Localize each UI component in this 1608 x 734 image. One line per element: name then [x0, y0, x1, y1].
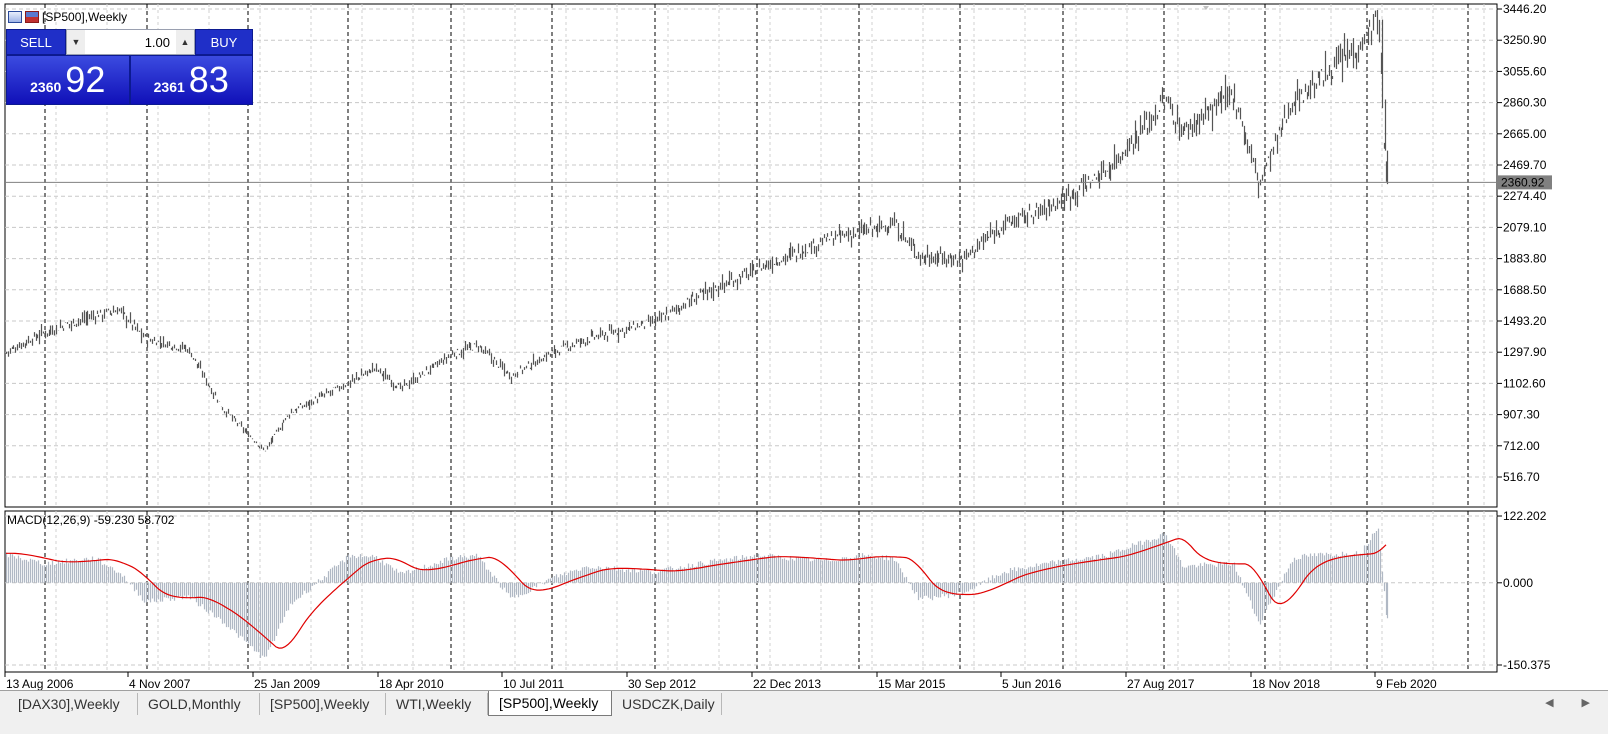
chart-tab[interactable]: [SP500],Weekly	[488, 691, 612, 716]
current-price-tag	[1498, 175, 1552, 190]
window-icon	[8, 11, 22, 23]
ask-price-pips: 83	[188, 59, 229, 100]
date-axis-label: 13 Aug 2006	[6, 677, 74, 690]
price-axis-label: 1883.80	[1503, 252, 1547, 266]
price-axis-label: 1102.60	[1503, 376, 1546, 390]
lot-size-input[interactable]	[85, 30, 176, 54]
macd-pane-frame	[4, 510, 1498, 673]
date-axis-label: 18 Apr 2010	[379, 677, 444, 690]
date-axis-label: 10 Jul 2011	[503, 677, 564, 690]
date-axis-label: 22 Dec 2013	[753, 677, 821, 690]
chart-tab[interactable]: WTI,Weekly	[386, 693, 488, 715]
date-axis-label: 25 Jan 2009	[254, 677, 320, 690]
price-axis-label: 2469.70	[1503, 158, 1547, 172]
chart-tab[interactable]: USDCZK,Daily	[612, 693, 722, 715]
price-axis-label: 2079.10	[1503, 220, 1547, 234]
price-axis-label: 2274.40	[1503, 189, 1547, 203]
bid-price-prefix: 2360	[30, 79, 62, 95]
chart-tab[interactable]: [SP500],Weekly	[260, 693, 386, 715]
scroll-left-icon[interactable]: ◀	[1545, 697, 1554, 709]
lot-decrease-arrow-icon[interactable]: ▼	[67, 30, 85, 54]
date-axis-label: 9 Feb 2020	[1376, 677, 1437, 690]
price-axis-label: 2665.00	[1503, 127, 1547, 141]
price-axis-label: 907.30	[1503, 408, 1540, 422]
lot-size-control: ▼ ▲	[66, 29, 195, 55]
bid-price-button[interactable]: 2360 92	[6, 55, 130, 105]
price-axis-label: 1297.90	[1503, 345, 1547, 359]
price-axis-label: 516.70	[1503, 470, 1540, 484]
date-axis-label: 18 Nov 2018	[1252, 677, 1320, 690]
ask-price-prefix: 2361	[153, 79, 185, 95]
bid-price-pips: 92	[65, 59, 106, 100]
chart-tab[interactable]: [DAX30],Weekly	[8, 693, 138, 715]
chart-tab-bar: [DAX30],Weekly GOLD,Monthly [SP500],Weekly…	[0, 690, 1608, 734]
price-axis-label: 1688.50	[1503, 283, 1547, 297]
price-axis-label: 3250.90	[1503, 33, 1547, 47]
ask-price-button[interactable]: 2361 83	[129, 55, 253, 105]
buy-button[interactable]: BUY	[195, 29, 253, 55]
chart-window[interactable]: 3446.20 3250.90 3055.60 2860.30 2665.00 2469.…	[0, 0, 1608, 711]
price-axis-label: 1493.20	[1503, 314, 1547, 328]
date-axis-label: 27 Aug 2017	[1127, 677, 1195, 690]
macd-histogram	[5, 528, 1389, 658]
chart-symbol-title: [SP500],Weekly	[42, 10, 128, 24]
price-pane-frame	[4, 3, 1498, 508]
current-price-label: 2360.92	[1501, 175, 1545, 189]
chart-tab[interactable]: GOLD,Monthly	[138, 693, 260, 715]
macd-indicator-label: MACD(12,26,9) -59.230 58.702	[7, 513, 175, 527]
scroll-right-icon[interactable]: ▶	[1581, 697, 1590, 709]
date-axis-label: 30 Sep 2012	[628, 677, 696, 690]
window-icon-alt	[25, 11, 39, 23]
price-axis-label: 712.00	[1503, 439, 1540, 453]
lot-increase-arrow-icon[interactable]: ▲	[176, 30, 194, 54]
price-axis-label: 3446.20	[1503, 2, 1547, 16]
price-axis-label: 3055.60	[1503, 64, 1547, 78]
price-bars	[5, 10, 1389, 452]
macd-axis-label: 0.000	[1503, 576, 1533, 590]
date-axis-label: 4 Nov 2007	[129, 677, 191, 690]
price-axis-label: 2860.30	[1503, 96, 1547, 110]
chart-canvas[interactable]: 3446.20 3250.90 3055.60 2860.30 2665.00 2469.…	[0, 0, 1608, 690]
macd-signal-line	[6, 537, 1387, 649]
chart-title-bar: [SP500],Weekly	[8, 8, 127, 26]
scroll-marker-icon	[1203, 6, 1209, 10]
date-axis-label: 5 Jun 2016	[1002, 677, 1062, 690]
one-click-trading-panel: SELL ▼ ▲ BUY 2360 92 2361 83	[6, 29, 253, 105]
macd-axis-label: -150.375	[1503, 658, 1551, 672]
date-axis-label: 15 Mar 2015	[878, 677, 946, 690]
sell-button[interactable]: SELL	[6, 29, 66, 55]
macd-axis-label: 122.202	[1503, 509, 1547, 523]
